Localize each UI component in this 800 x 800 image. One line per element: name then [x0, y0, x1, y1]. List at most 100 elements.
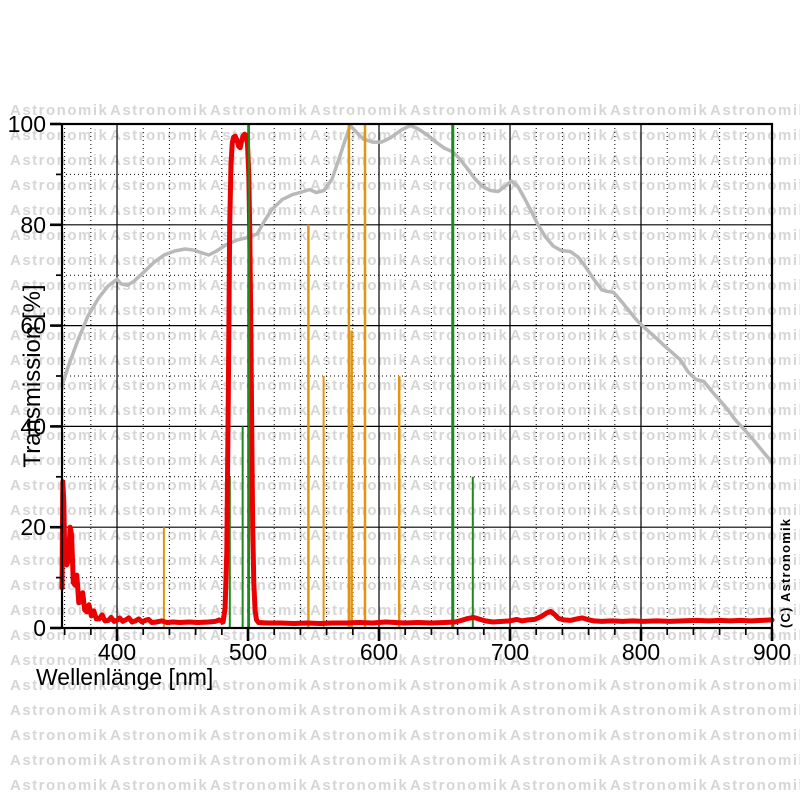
watermark-text: Astronomik — [710, 227, 800, 244]
watermark-text: Astronomik — [610, 202, 709, 219]
watermark-text: Astronomik — [110, 127, 209, 144]
watermark-text: Astronomik — [310, 727, 409, 744]
axis-layer: 400 500 600 700 800 900 0 20 40 60 80 100 — [8, 111, 792, 665]
watermark-text: Astronomik — [210, 377, 309, 394]
copyright-vertical-label: (C) Astronomik — [778, 518, 793, 628]
watermark-text: Astronomik — [510, 552, 609, 569]
watermark-text: Astronomik — [510, 227, 609, 244]
watermark-text: Astronomik — [10, 352, 109, 369]
watermark-text: Astronomik — [10, 102, 109, 119]
watermark-text: Astronomik — [610, 777, 709, 794]
watermark-text: Astronomik — [310, 327, 409, 344]
watermark-text: Astronomik — [710, 527, 800, 544]
watermark-text: Astronomik — [710, 777, 800, 794]
watermark-text: Astronomik — [610, 727, 709, 744]
watermark-text: Astronomik — [210, 677, 309, 694]
watermark-text: Astronomik — [410, 302, 509, 319]
watermark-text: Astronomik — [510, 302, 609, 319]
watermark-text: Astronomik — [510, 777, 609, 794]
watermark-text: Astronomik — [210, 277, 309, 294]
watermark-text: Astronomik — [510, 427, 609, 444]
y-tick-label: 100 — [8, 111, 46, 137]
watermark-text: Astronomik — [10, 752, 109, 769]
watermark-text: Astronomik — [10, 377, 109, 394]
watermark-text: Astronomik — [510, 377, 609, 394]
watermark-text: Astronomik — [410, 777, 509, 794]
watermark-text: Astronomik — [10, 277, 109, 294]
watermark-text: Astronomik — [10, 427, 109, 444]
watermark-text: Astronomik — [210, 602, 309, 619]
watermark-text: Astronomik — [610, 177, 709, 194]
watermark-text: Astronomik — [110, 577, 209, 594]
watermark-text: Astronomik — [310, 352, 409, 369]
watermark-text: Astronomik — [310, 752, 409, 769]
watermark-text: Astronomik — [610, 477, 709, 494]
watermark-text: Astronomik — [510, 277, 609, 294]
watermark-text: Astronomik — [410, 102, 509, 119]
watermark-text: Astronomik — [110, 477, 209, 494]
watermark-text: Astronomik — [610, 277, 709, 294]
watermark-text: Astronomik — [410, 177, 509, 194]
watermark-text: Astronomik — [410, 352, 509, 369]
watermark-text: Astronomik — [310, 427, 409, 444]
watermark-text: Astronomik — [610, 752, 709, 769]
watermark-text: Astronomik — [710, 177, 800, 194]
watermark-text: Astronomik — [710, 652, 800, 669]
x-tick-label: 700 — [491, 639, 529, 665]
watermark-text: Astronomik — [410, 752, 509, 769]
watermark-text: Astronomik — [410, 152, 509, 169]
watermark-text: Astronomik — [410, 577, 509, 594]
watermark-text: Astronomik — [510, 102, 609, 119]
watermark-text: Astronomik — [10, 627, 109, 644]
x-tick-label: 600 — [360, 639, 398, 665]
watermark-text: Astronomik — [610, 652, 709, 669]
watermark-text: Astronomik — [710, 727, 800, 744]
watermark-text: Astronomik — [210, 427, 309, 444]
watermark-text: Astronomik — [210, 652, 309, 669]
watermark-text: Astronomik — [210, 402, 309, 419]
watermark-text: Astronomik — [110, 202, 209, 219]
watermark-text: Astronomik — [510, 727, 609, 744]
watermark-text: Astronomik — [10, 227, 109, 244]
watermark-text: Astronomik — [610, 327, 709, 344]
watermark-text: Astronomik — [210, 477, 309, 494]
watermark-text: Astronomik — [110, 327, 209, 344]
watermark-text: Astronomik — [210, 202, 309, 219]
watermark-text: Astronomik — [210, 752, 309, 769]
watermark-text: Astronomik — [110, 502, 209, 519]
watermark-text: Astronomik — [210, 152, 309, 169]
watermark-text: Astronomik — [710, 202, 800, 219]
watermark-text: Astronomik — [210, 252, 309, 269]
watermark-text: Astronomik — [310, 552, 409, 569]
watermark-text: Astronomik — [110, 352, 209, 369]
watermark-text: Astronomik — [610, 552, 709, 569]
watermark-text: Astronomik — [610, 377, 709, 394]
watermark-text: Astronomik — [410, 652, 509, 669]
y-tick-label: 0 — [33, 615, 46, 641]
watermark-text: Astronomik — [710, 327, 800, 344]
watermark-text: Astronomik — [710, 152, 800, 169]
watermark-text: Astronomik — [710, 627, 800, 644]
watermark-text: Astronomik — [510, 702, 609, 719]
watermark-text: Astronomik — [510, 402, 609, 419]
watermark-text: Astronomik — [110, 702, 209, 719]
watermark-text: Astronomik — [10, 727, 109, 744]
watermark-text: Astronomik — [610, 452, 709, 469]
watermark-text: Astronomik — [210, 552, 309, 569]
watermark-text: Astronomik — [10, 552, 109, 569]
x-tick-label: 900 — [753, 639, 791, 665]
watermark-text: Astronomik — [510, 502, 609, 519]
watermark-text: Astronomik — [610, 152, 709, 169]
y-tick-label: 80 — [20, 212, 46, 238]
watermark-text: Astronomik — [110, 377, 209, 394]
watermark-text: Astronomik — [310, 702, 409, 719]
watermark-text: Astronomik — [110, 227, 209, 244]
watermark-text: Astronomik — [10, 702, 109, 719]
watermark-text: Astronomik — [710, 302, 800, 319]
x-axis-title: Wellenlänge [nm] — [36, 664, 213, 690]
watermark-text: Astronomik — [710, 552, 800, 569]
y-tick-label: 60 — [20, 313, 46, 339]
